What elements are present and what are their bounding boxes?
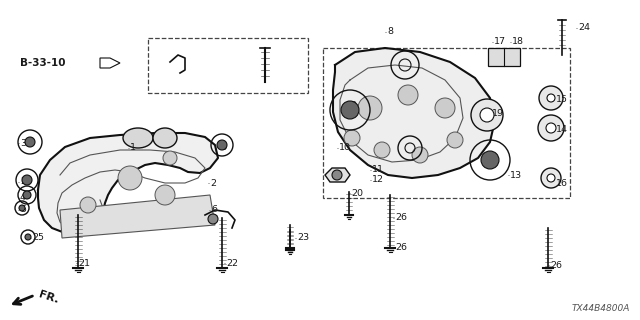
Text: 2: 2 bbox=[20, 178, 26, 187]
Text: 3: 3 bbox=[220, 143, 226, 153]
Text: 26: 26 bbox=[395, 213, 407, 222]
Text: 11: 11 bbox=[372, 165, 384, 174]
Polygon shape bbox=[488, 48, 520, 66]
Circle shape bbox=[118, 166, 142, 190]
Circle shape bbox=[344, 130, 360, 146]
Circle shape bbox=[546, 123, 556, 133]
Text: 14: 14 bbox=[556, 125, 568, 134]
Circle shape bbox=[538, 115, 564, 141]
Circle shape bbox=[374, 142, 390, 158]
Text: 8: 8 bbox=[387, 28, 393, 36]
Circle shape bbox=[541, 168, 561, 188]
Circle shape bbox=[471, 99, 503, 131]
Text: 9: 9 bbox=[350, 100, 356, 109]
Polygon shape bbox=[100, 58, 120, 68]
Text: 22: 22 bbox=[226, 259, 238, 268]
Ellipse shape bbox=[123, 128, 153, 148]
Circle shape bbox=[358, 96, 382, 120]
Text: 7: 7 bbox=[211, 215, 217, 225]
Text: 10: 10 bbox=[339, 143, 351, 153]
Polygon shape bbox=[60, 195, 215, 238]
Circle shape bbox=[481, 151, 499, 169]
Polygon shape bbox=[38, 133, 218, 235]
Text: 26: 26 bbox=[550, 260, 562, 269]
Circle shape bbox=[25, 234, 31, 240]
Text: 1: 1 bbox=[130, 143, 136, 153]
Circle shape bbox=[23, 191, 31, 199]
Circle shape bbox=[163, 151, 177, 165]
Circle shape bbox=[80, 197, 96, 213]
Circle shape bbox=[480, 108, 494, 122]
Text: 20: 20 bbox=[351, 188, 363, 197]
Ellipse shape bbox=[153, 128, 177, 148]
Circle shape bbox=[217, 140, 227, 150]
Text: 24: 24 bbox=[578, 23, 590, 33]
Text: 13: 13 bbox=[510, 171, 522, 180]
Circle shape bbox=[332, 170, 342, 180]
Text: TX44B4800A: TX44B4800A bbox=[572, 304, 630, 313]
Circle shape bbox=[155, 185, 175, 205]
Text: 19: 19 bbox=[492, 108, 504, 117]
Polygon shape bbox=[325, 168, 350, 182]
Circle shape bbox=[447, 132, 463, 148]
Text: 23: 23 bbox=[297, 234, 309, 243]
Text: 17: 17 bbox=[494, 37, 506, 46]
Text: 4: 4 bbox=[20, 194, 26, 203]
Circle shape bbox=[412, 147, 428, 163]
Polygon shape bbox=[333, 48, 495, 178]
Text: FR.: FR. bbox=[37, 289, 60, 305]
Text: 15: 15 bbox=[556, 95, 568, 105]
Text: 21: 21 bbox=[78, 259, 90, 268]
Circle shape bbox=[547, 174, 555, 182]
Circle shape bbox=[341, 101, 359, 119]
Text: 6: 6 bbox=[211, 205, 217, 214]
Circle shape bbox=[22, 175, 32, 185]
Circle shape bbox=[398, 85, 418, 105]
Circle shape bbox=[435, 98, 455, 118]
Text: 26: 26 bbox=[395, 244, 407, 252]
Text: 25: 25 bbox=[32, 234, 44, 243]
Text: 3: 3 bbox=[20, 139, 26, 148]
Text: 18: 18 bbox=[512, 37, 524, 46]
Text: 5: 5 bbox=[20, 205, 26, 214]
Circle shape bbox=[19, 205, 25, 211]
Circle shape bbox=[547, 94, 555, 102]
Text: 16: 16 bbox=[556, 179, 568, 188]
Text: B-33-10: B-33-10 bbox=[20, 58, 65, 68]
Text: 2: 2 bbox=[210, 179, 216, 188]
Circle shape bbox=[208, 214, 218, 224]
Text: 12: 12 bbox=[372, 175, 384, 185]
Circle shape bbox=[25, 137, 35, 147]
Circle shape bbox=[539, 86, 563, 110]
